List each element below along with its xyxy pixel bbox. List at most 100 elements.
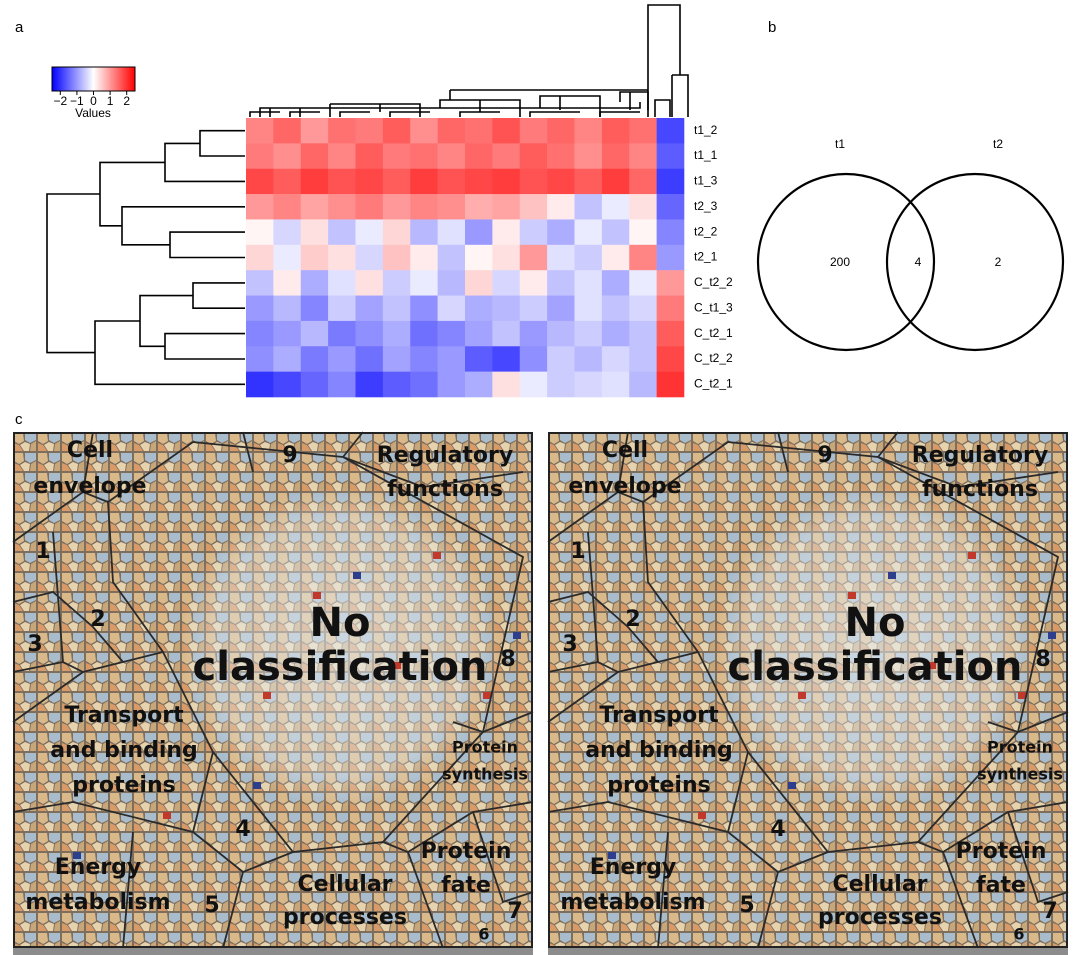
heatmap-cell: [328, 219, 356, 245]
heatmap-cell: [657, 296, 685, 322]
heatmap-cell: [520, 169, 548, 195]
venn-set-label: t1: [835, 137, 845, 151]
category-label: Protein: [452, 738, 518, 757]
heatmap-cell: [657, 194, 685, 220]
heatmap-cell: [657, 118, 685, 144]
category-label: Transport: [64, 703, 184, 728]
heatmap-cell: [246, 194, 274, 220]
heatmap-cell: [246, 219, 274, 245]
category-label: 6: [478, 925, 489, 944]
heatmap-cell: [273, 169, 301, 195]
heatmap-cell: [575, 143, 603, 169]
heatmap-cell: [492, 296, 520, 322]
heatmap-cell: [629, 372, 657, 398]
heatmap-cell: [273, 118, 301, 144]
heatmap-cell: [657, 245, 685, 271]
heatmap-cell: [520, 194, 548, 220]
heatmap-cell: [465, 296, 493, 322]
heatmap-cell: [602, 270, 630, 296]
category-label: classification: [193, 644, 488, 690]
panel-label: c: [15, 411, 23, 428]
heatmap-cell: [492, 118, 520, 144]
heatmap-cell: [356, 321, 384, 347]
category-label: 5: [739, 893, 754, 918]
row-label: t1_3: [694, 174, 718, 188]
heatmap-cell: [273, 372, 301, 398]
heatmap-cell: [629, 270, 657, 296]
heatmap-cell: [328, 118, 356, 144]
heatmap-cell: [246, 143, 274, 169]
heatmap-cell: [575, 245, 603, 271]
category-label: Cell: [602, 438, 648, 463]
heatmap-cell: [465, 169, 493, 195]
heatmap-cell: [465, 346, 493, 372]
heatmap-cell: [438, 321, 466, 347]
heatmap-cell: [438, 219, 466, 245]
heatmap-cell: [438, 169, 466, 195]
category-label: 6: [1013, 925, 1024, 944]
heatmap-cell: [492, 143, 520, 169]
heatmap-cell: [547, 245, 575, 271]
heatmap-cell: [301, 245, 329, 271]
category-label: metabolism: [560, 890, 705, 915]
heatmap-cell: [273, 143, 301, 169]
heatmap-cell: [273, 270, 301, 296]
venn-set-label: t2: [993, 137, 1003, 151]
heatmap-cell: [328, 296, 356, 322]
heatmap-cell: [301, 270, 329, 296]
heatmap-cell: [410, 270, 438, 296]
heatmap-cell: [602, 143, 630, 169]
category-label: processes: [818, 905, 942, 930]
category-label: 1: [570, 539, 585, 564]
heatmap-cell: [246, 270, 274, 296]
heatmap-cell: [575, 169, 603, 195]
heatmap-cell: [438, 245, 466, 271]
heatmap-cell: [465, 245, 493, 271]
category-label: classification: [728, 644, 1023, 690]
heatmap-cell: [465, 372, 493, 398]
column-dendrogram: [250, 5, 688, 117]
heatmap-cell: [657, 321, 685, 347]
category-label: processes: [283, 905, 407, 930]
heatmap-cell: [301, 372, 329, 398]
heatmap-cell: [492, 346, 520, 372]
heatmap-cell: [438, 346, 466, 372]
category-label: Protein: [956, 839, 1047, 864]
row-label: t1_2: [694, 123, 718, 137]
heatmap-cell: [520, 219, 548, 245]
row-label: C_t2_1: [694, 326, 733, 340]
heatmap-cell: [602, 372, 630, 398]
row-label: t2_1: [694, 250, 718, 264]
heatmap-cell: [328, 270, 356, 296]
category-label: fate: [976, 873, 1026, 898]
category-label: synthesis: [442, 765, 528, 784]
heatmap-cell: [602, 169, 630, 195]
heatmap-cell: [492, 194, 520, 220]
heatmap-cell: [629, 346, 657, 372]
heatmap-cell: [602, 219, 630, 245]
heatmap-cell: [520, 245, 548, 271]
heatmap-cell: [246, 346, 274, 372]
heatmap-cell: [356, 219, 384, 245]
heatmap-cell: [246, 296, 274, 322]
heatmap-cell: [438, 194, 466, 220]
category-label: and binding: [50, 738, 198, 763]
heatmap-cell: [547, 296, 575, 322]
heatmap-cell: [492, 372, 520, 398]
category-label: and binding: [585, 738, 733, 763]
heatmap-cell: [602, 346, 630, 372]
heatmap-cell: [575, 118, 603, 144]
heatmap-cell: [410, 296, 438, 322]
heatmap-cell: [520, 372, 548, 398]
heatmap-cell: [602, 245, 630, 271]
category-label: 1: [35, 539, 50, 564]
category-label: No: [310, 600, 371, 646]
heatmap-cell: [602, 118, 630, 144]
figure: a b c Values t1 t2 200 4 2 −2−1012t1_2t1…: [0, 0, 1078, 955]
colorbar-tick-label: 2: [123, 94, 130, 108]
colorbar: [52, 67, 135, 91]
heatmap-cell: [438, 118, 466, 144]
heatmap-cell: [383, 296, 411, 322]
colorbar-tick-label: −1: [70, 94, 84, 108]
heatmap-cell: [246, 321, 274, 347]
